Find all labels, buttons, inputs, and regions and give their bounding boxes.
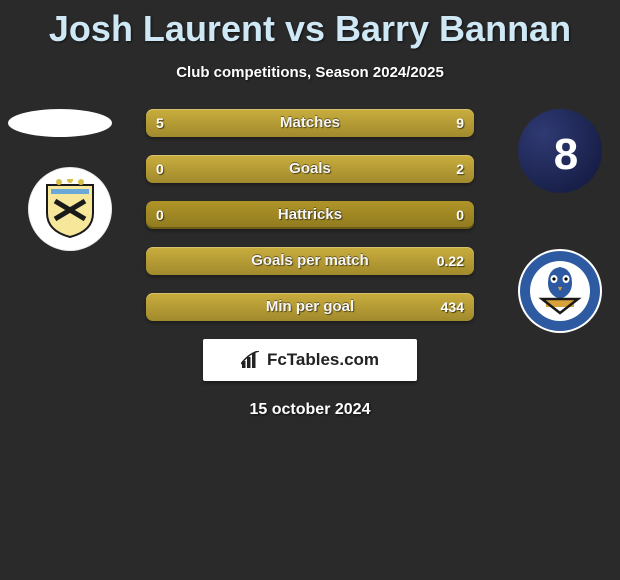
stat-label: Min per goal [146, 293, 474, 321]
burnley-crest-icon [43, 179, 97, 239]
stat-row: 00Hattricks [146, 201, 474, 229]
date: 15 october 2024 [0, 401, 620, 419]
stat-label: Matches [146, 109, 474, 137]
stat-row: 02Goals [146, 155, 474, 183]
stat-row: 434Min per goal [146, 293, 474, 321]
stat-row: 59Matches [146, 109, 474, 137]
logo-text: FcTables.com [267, 350, 379, 370]
subtitle: Club competitions, Season 2024/2025 [0, 64, 620, 81]
club-left-badge [28, 167, 112, 251]
stat-label: Hattricks [146, 201, 474, 229]
stat-label: Goals [146, 155, 474, 183]
stat-bars: 59Matches 02Goals 00Hattricks 0.22Goals per… [146, 109, 474, 321]
stat-row: 0.22Goals per match [146, 247, 474, 275]
sheffield-wednesday-crest-icon [518, 249, 602, 333]
jersey-number: 8 [554, 130, 578, 180]
player-left-avatar [8, 109, 112, 137]
comparison-stage: 8 59Matches 02Goals 00Hattricks 0.22Goals p… [0, 109, 620, 419]
stat-label: Goals per match [146, 247, 474, 275]
club-right-badge [518, 249, 602, 333]
page-title: Josh Laurent vs Barry Bannan [0, 0, 620, 50]
bar-chart-icon [241, 351, 261, 369]
player-right-avatar: 8 [518, 109, 602, 193]
fctables-logo: FcTables.com [203, 339, 417, 381]
